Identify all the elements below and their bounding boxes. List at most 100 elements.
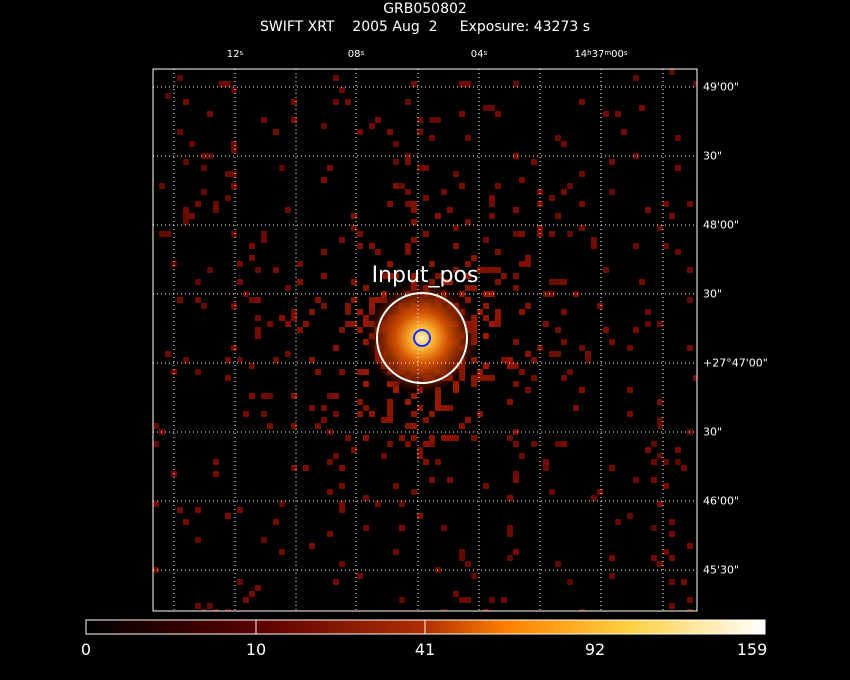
count-pixel — [321, 123, 327, 129]
count-pixel — [615, 111, 621, 117]
count-pixel — [255, 297, 261, 303]
count-pixel — [171, 369, 177, 375]
count-pixel — [267, 423, 273, 429]
count-pixel — [663, 483, 669, 489]
count-pixel — [687, 543, 693, 549]
count-pixel — [351, 297, 357, 303]
count-pixel — [555, 279, 561, 285]
count-pixel — [321, 249, 327, 255]
count-pixel — [291, 117, 297, 123]
count-pixel — [429, 477, 435, 483]
dec-tick-label: 49'00" — [703, 80, 740, 94]
count-pixel — [555, 327, 561, 333]
count-pixel — [405, 249, 411, 255]
count-pixel — [231, 231, 237, 237]
count-pixel — [603, 327, 609, 333]
count-pixel — [375, 117, 381, 123]
count-pixel — [573, 405, 579, 411]
count-pixel — [543, 465, 549, 471]
colorbar-ticks — [255, 620, 426, 634]
count-pixel — [465, 135, 471, 141]
count-pixel — [183, 213, 189, 219]
count-pixel — [447, 477, 453, 483]
count-pixel — [447, 405, 453, 411]
count-pixel — [195, 201, 201, 207]
count-pixel — [405, 399, 411, 405]
count-pixel — [507, 495, 513, 501]
count-pixel — [267, 321, 273, 327]
count-pixel — [411, 201, 417, 207]
ra-tick-label: 04s — [470, 49, 488, 60]
count-pixel — [453, 387, 459, 393]
count-pixel — [519, 453, 525, 459]
count-pixel — [495, 279, 501, 285]
count-pixel — [225, 375, 231, 381]
count-pixel — [483, 303, 489, 309]
count-pixel — [231, 303, 237, 309]
count-pixel — [339, 483, 345, 489]
count-pixel — [483, 609, 489, 611]
count-pixel — [381, 291, 387, 297]
count-pixel — [555, 561, 561, 567]
count-pixel — [195, 297, 201, 303]
region-circle[interactable] — [376, 292, 468, 384]
count-pixel — [399, 435, 405, 441]
count-pixel — [495, 111, 501, 117]
count-pixel — [321, 177, 327, 183]
count-pixel — [399, 597, 405, 603]
count-pixel — [681, 465, 687, 471]
dec-tick-label: 45'30" — [703, 563, 740, 577]
count-pixel — [429, 411, 435, 417]
observation-info: SWIFT XRT 2005 Aug 2 Exposure: 43273 s — [259, 19, 591, 35]
count-pixel — [351, 279, 357, 285]
region-label: Input_pos — [372, 263, 479, 288]
count-pixel — [627, 411, 633, 417]
count-pixel — [489, 213, 495, 219]
count-pixel — [393, 183, 399, 189]
count-pixel — [321, 417, 327, 423]
count-pixel — [291, 309, 297, 315]
count-pixel — [273, 267, 279, 273]
position-marker[interactable] — [413, 329, 431, 347]
count-pixel — [327, 165, 333, 171]
count-pixel — [459, 183, 465, 189]
count-pixel — [195, 369, 201, 375]
count-pixel — [519, 231, 525, 237]
dec-tick-label: 30" — [703, 425, 723, 439]
count-pixel — [279, 315, 285, 321]
count-pixel — [189, 141, 195, 147]
count-pixel — [453, 267, 459, 273]
count-pixel — [381, 453, 387, 459]
count-pixel — [369, 123, 375, 129]
count-pixel — [513, 339, 519, 345]
count-pixel — [159, 183, 165, 189]
count-pixel — [603, 111, 609, 117]
count-pixel — [459, 597, 465, 603]
count-pixel — [417, 165, 423, 171]
count-pixel — [525, 261, 531, 267]
count-pixel — [411, 393, 417, 399]
count-pixel — [369, 411, 375, 417]
count-pixel — [465, 285, 471, 291]
count-pixel — [333, 75, 339, 81]
count-pixel — [387, 441, 393, 447]
count-pixel — [351, 213, 357, 219]
count-pixel — [435, 393, 441, 399]
count-pixel — [321, 273, 327, 279]
count-pixel — [363, 381, 369, 387]
count-pixel — [693, 375, 697, 381]
count-pixel — [687, 267, 693, 273]
count-pixel — [261, 237, 267, 243]
count-pixel — [339, 237, 345, 243]
dec-tick-label: 30" — [703, 287, 723, 301]
count-pixel — [435, 399, 441, 405]
count-pixel — [561, 141, 567, 147]
count-pixel — [675, 165, 681, 171]
count-pixel — [333, 393, 339, 399]
count-pixel — [669, 579, 675, 585]
count-pixel — [483, 375, 489, 381]
count-pixel — [357, 573, 363, 579]
count-pixel — [357, 411, 363, 417]
count-pixel — [669, 603, 675, 609]
